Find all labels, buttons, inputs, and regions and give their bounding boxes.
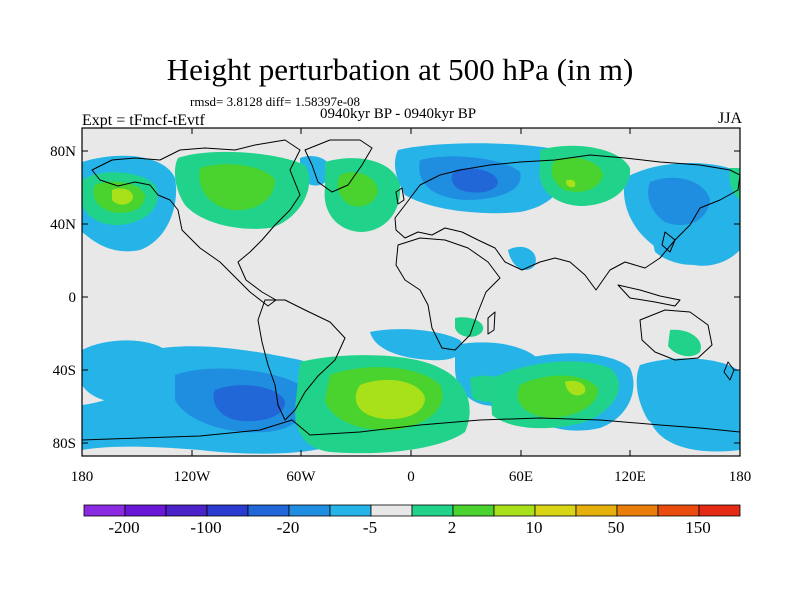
- colorbar-box: [165, 504, 208, 517]
- colorbar-label: -200: [108, 518, 139, 537]
- colorbar-box: [370, 504, 413, 517]
- colorbar-label: -100: [190, 518, 221, 537]
- colorbar-box: [575, 504, 618, 517]
- lon-label: 180: [71, 469, 94, 485]
- colorbar-box: [124, 504, 167, 517]
- lat-label: 80N: [50, 144, 76, 160]
- period-label: 0940kyr BP - 0940kyr BP: [320, 106, 477, 122]
- colorbar-box: [493, 504, 536, 517]
- colorbar-label: -5: [363, 518, 377, 537]
- lon-label: 60W: [286, 469, 316, 485]
- colorbar-box: [411, 504, 454, 517]
- lon-label: 180: [729, 469, 752, 485]
- experiment-label: Expt = tFmcf-tEvtf: [82, 112, 205, 129]
- colorbar-labels: -200 -100 -20 -5 2 10 50 150: [108, 518, 710, 537]
- lon-labels: 180 120W 60W 0 60E 120E 180: [71, 469, 752, 485]
- colorbar-box: [247, 504, 290, 517]
- lat-label: 40S: [53, 363, 76, 379]
- colorbar-box: [288, 504, 331, 517]
- colorbar-label: 10: [526, 518, 543, 537]
- colorbar-label: 150: [685, 518, 711, 537]
- colorbar-label: 50: [608, 518, 625, 537]
- colorbar-label: 2: [448, 518, 457, 537]
- lon-label: 120E: [614, 469, 646, 485]
- colorbar-box: [657, 504, 700, 517]
- lon-label: 0: [407, 469, 415, 485]
- lat-label: 0: [69, 290, 77, 306]
- contour-field: [82, 128, 740, 456]
- lat-label: 40N: [50, 217, 76, 233]
- colorbar: [83, 504, 741, 517]
- deep-blue-contours: [213, 168, 498, 422]
- plot-title: Height perturbation at 500 hPa (in m): [166, 52, 634, 87]
- colorbar-box: [452, 504, 495, 517]
- colorbar-box: [206, 504, 249, 517]
- colorbar-box: [329, 504, 372, 517]
- statistics-label: rmsd= 3.8128 diff= 1.58397e-08: [190, 94, 361, 109]
- coastlines: [82, 139, 740, 441]
- colorbar-box: [534, 504, 577, 517]
- lon-label: 60E: [509, 469, 533, 485]
- season-label: JJA: [717, 110, 742, 127]
- lat-ticks: [82, 150, 740, 444]
- lon-ticks: [81, 128, 741, 456]
- yellow-green-contours: [112, 179, 586, 420]
- lat-labels: 80N 40N 0 40S 80S: [50, 144, 76, 452]
- lat-label: 80S: [53, 436, 76, 452]
- colorbar-box: [616, 504, 659, 517]
- colorbar-box: [83, 504, 126, 517]
- colorbar-label: -20: [277, 518, 300, 537]
- colorbar-box: [698, 504, 741, 517]
- lon-label: 120W: [174, 469, 212, 485]
